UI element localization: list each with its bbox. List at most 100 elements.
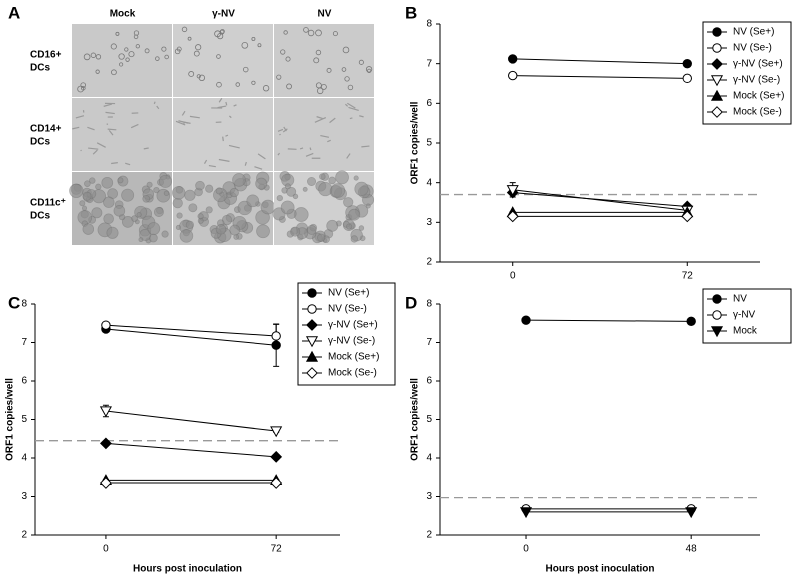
cell [314, 116, 327, 123]
panel-label: C [8, 293, 20, 312]
row-label: CD11c⁺ [30, 198, 66, 209]
x-tick-label: 0 [523, 544, 529, 555]
cell [262, 85, 270, 92]
data-point [101, 320, 111, 330]
cell [280, 49, 286, 55]
cell [315, 82, 322, 89]
legend-marker [307, 288, 317, 298]
cell [92, 149, 98, 155]
cell [365, 66, 373, 73]
cell [121, 188, 135, 202]
cell [343, 197, 354, 208]
cell [346, 223, 353, 230]
cell [359, 115, 364, 118]
cell [350, 235, 358, 243]
cell [142, 194, 151, 203]
cell [286, 186, 297, 197]
legend-label: NV (Se+) [328, 288, 369, 299]
cell [346, 153, 351, 159]
cell [348, 106, 359, 111]
cell [241, 42, 249, 49]
cell [330, 183, 346, 198]
cell [130, 123, 139, 129]
cell [118, 53, 125, 60]
cell [107, 128, 117, 131]
cell [125, 162, 131, 166]
row-label: DCs [30, 137, 50, 148]
cell [326, 219, 339, 232]
column-label: Mock [110, 9, 136, 20]
cell [198, 74, 206, 82]
y-tick-label: 7 [426, 58, 432, 69]
cell [115, 31, 120, 36]
y-tick-label: 8 [21, 299, 27, 310]
cell [257, 153, 266, 160]
cell [81, 85, 86, 91]
cell [225, 134, 229, 137]
row-label: DCs [30, 211, 50, 222]
legend-label: γ-NV [733, 310, 756, 321]
cell [185, 220, 194, 230]
cell [342, 46, 350, 54]
cell [283, 30, 288, 35]
cell [197, 217, 204, 224]
cell [255, 177, 268, 190]
y-tick-label: 3 [426, 217, 432, 228]
legend-label: Mock (Se-) [733, 107, 782, 118]
cell [319, 173, 326, 180]
series-line [526, 319, 692, 322]
cell [276, 74, 282, 80]
cell [143, 147, 149, 150]
cell [203, 159, 208, 164]
cell [235, 82, 240, 87]
row-label: DCs [30, 63, 50, 74]
cell [229, 224, 241, 236]
cell [215, 224, 227, 235]
legend-marker [306, 367, 318, 379]
legend-label: Mock [733, 326, 758, 337]
y-tick-label: 3 [426, 491, 432, 502]
cell [217, 105, 227, 109]
legend-label: γ-NV (Se+) [733, 59, 783, 70]
data-point [270, 450, 283, 463]
legend-box [297, 282, 396, 386]
cell [111, 69, 117, 76]
column-label: γ-NV [212, 9, 235, 20]
cell [208, 164, 216, 168]
cell [128, 51, 135, 58]
cell [220, 29, 225, 34]
legend-label: γ-NV (Se+) [328, 320, 378, 331]
cell [365, 203, 371, 209]
cell [163, 190, 170, 196]
cell [179, 229, 194, 243]
legend-marker [305, 350, 319, 362]
cell [189, 115, 200, 119]
legend-marker [710, 89, 724, 101]
cell [133, 34, 139, 40]
cell [103, 213, 114, 225]
y-tick-label: 8 [426, 19, 432, 30]
cell [216, 81, 222, 88]
cell [354, 181, 369, 196]
cell [341, 67, 347, 72]
legend-marker [712, 294, 722, 304]
y-tick-label: 2 [426, 257, 432, 268]
cell [175, 120, 186, 126]
cell [285, 56, 291, 62]
cell [181, 121, 191, 124]
cell [358, 225, 365, 231]
cell [313, 57, 320, 64]
x-axis-title: Hours post inoculation [133, 564, 242, 575]
cell [146, 181, 153, 188]
x-tick-label: 48 [686, 544, 698, 555]
cell [84, 180, 91, 187]
x-tick-label: 72 [682, 271, 694, 282]
panel-label: B [405, 3, 417, 22]
cell [233, 104, 237, 107]
legend-label: NV [733, 294, 747, 305]
y-tick-label: 4 [426, 177, 432, 188]
cell [88, 147, 99, 150]
cell [318, 181, 333, 197]
cell [303, 27, 309, 33]
